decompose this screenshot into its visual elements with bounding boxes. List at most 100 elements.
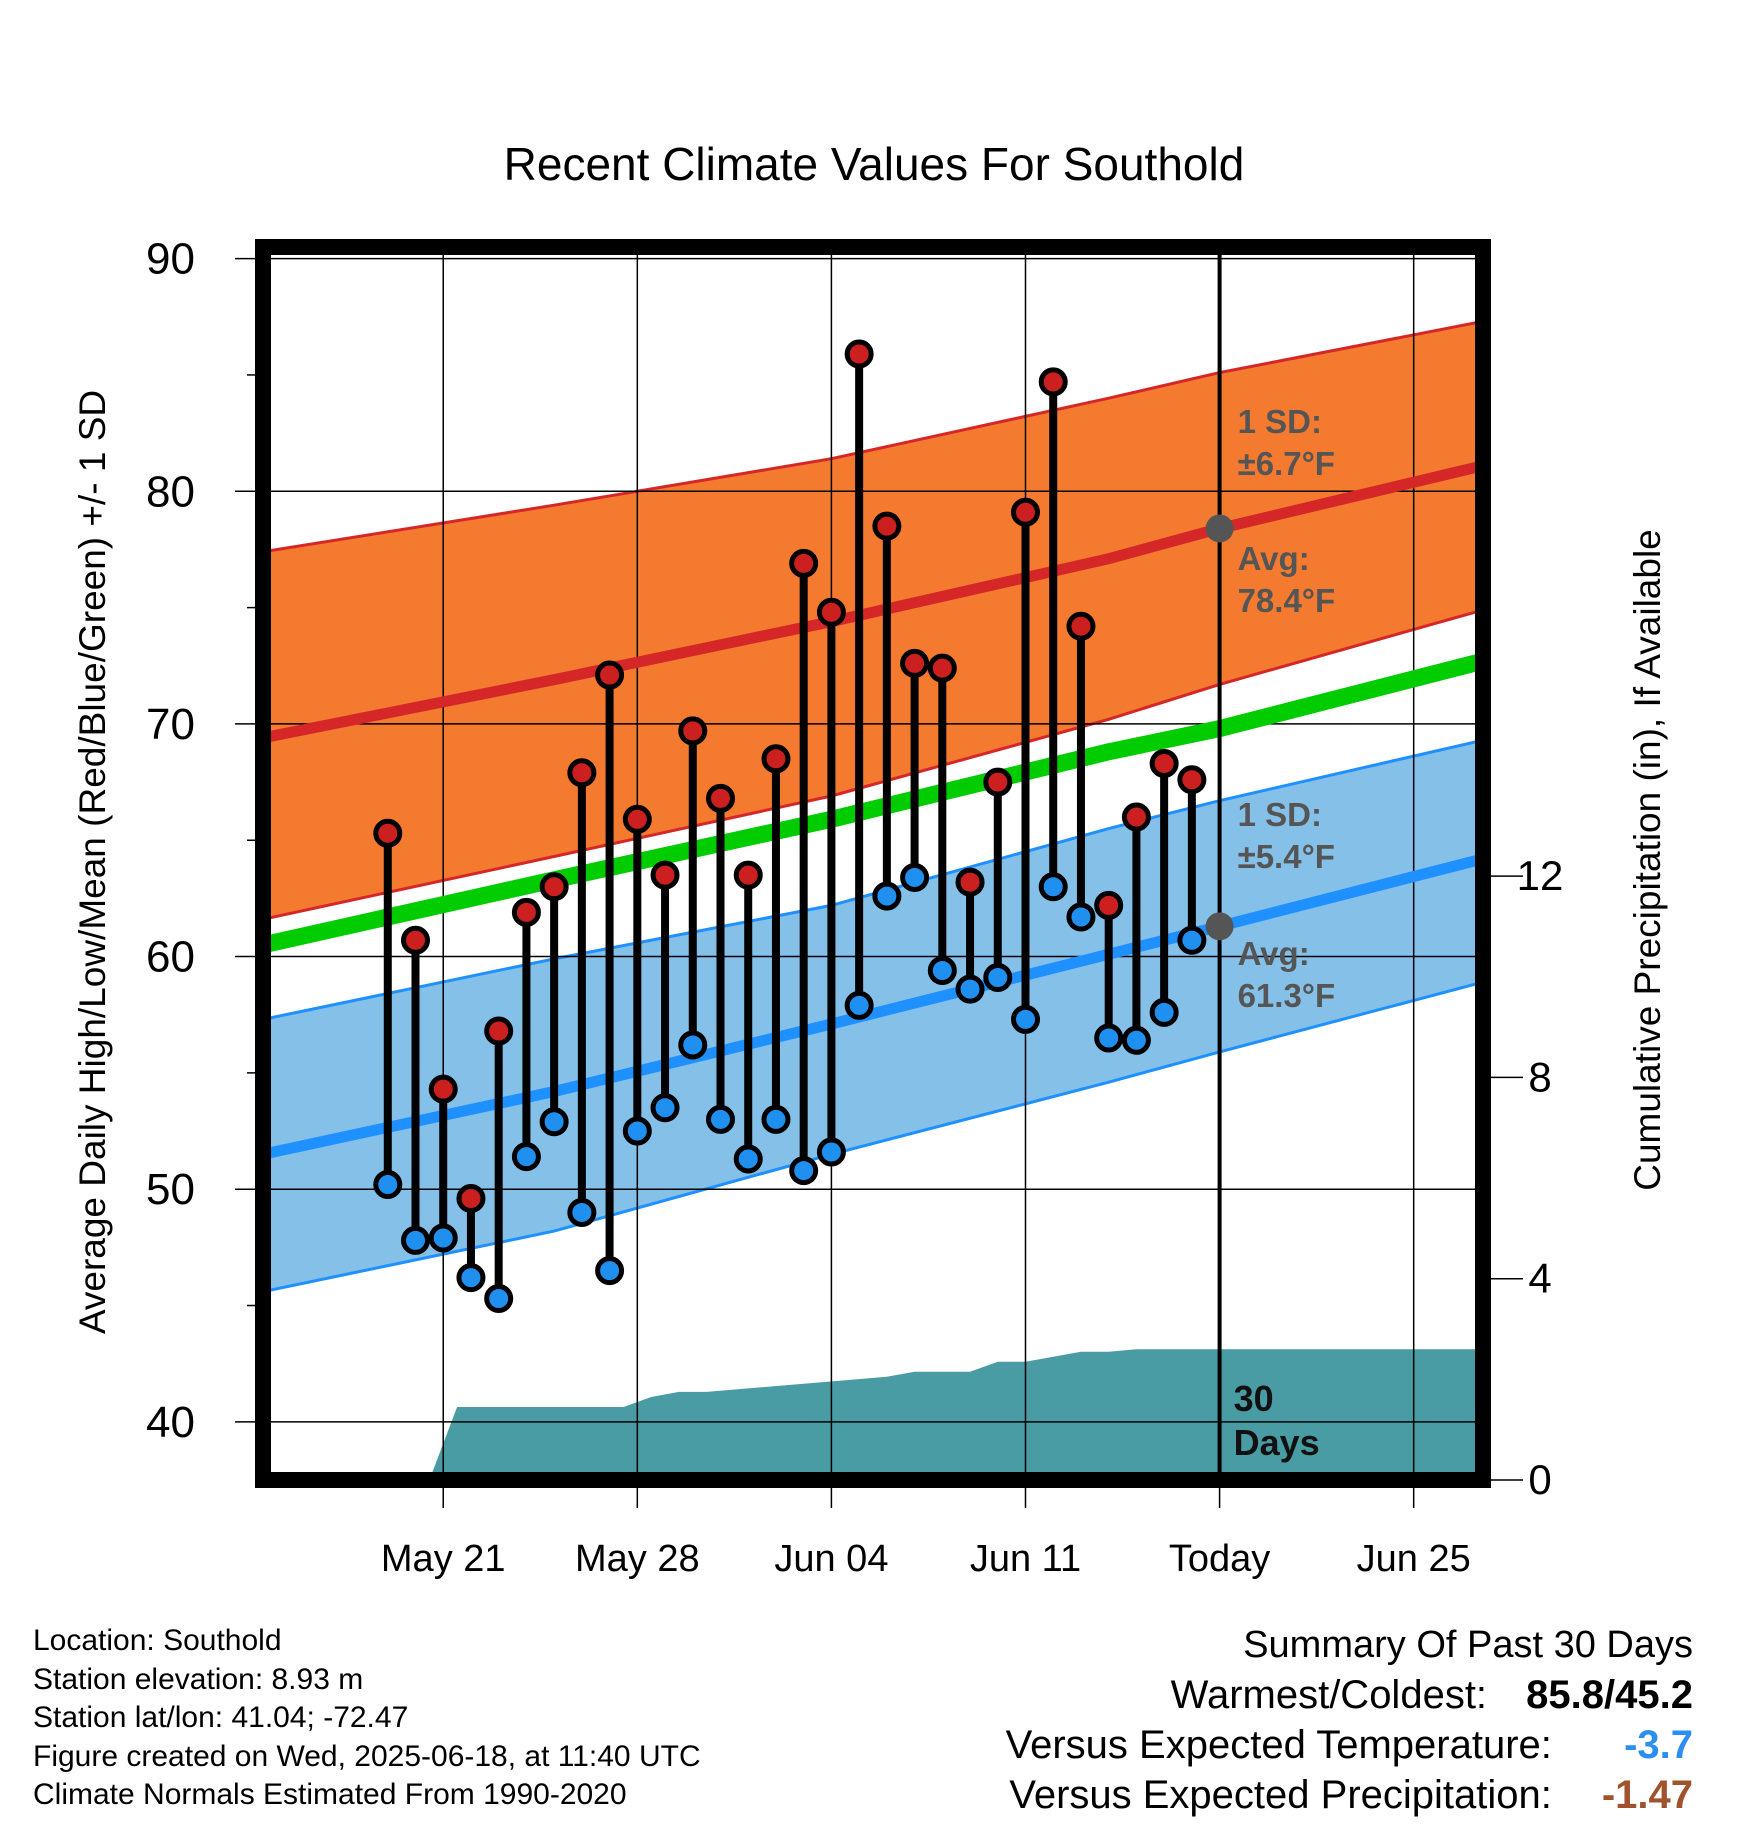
low-point	[1149, 997, 1179, 1027]
high-point	[983, 767, 1013, 797]
info-normals: Climate Normals Estimated From 1990-2020	[33, 1778, 627, 1811]
high-point	[539, 872, 569, 902]
high-point	[678, 716, 708, 746]
days-word-label: Days	[1234, 1422, 1320, 1463]
days-count-label: 30	[1234, 1378, 1274, 1419]
low-point	[1066, 902, 1096, 932]
y2-tick-label: 4	[1528, 1255, 1551, 1302]
temp-label: Versus Expected Temperature:	[1005, 1723, 1552, 1767]
summary-precip-row: Versus Expected Precipitation: -1.47	[1006, 1770, 1693, 1820]
y-tick-label: 50	[146, 1165, 195, 1214]
low-point	[955, 974, 985, 1004]
today-low-marker	[1205, 912, 1234, 941]
summary-panel: Summary Of Past 30 Days Warmest/Coldest:…	[1006, 1620, 1693, 1820]
low-point	[650, 1093, 680, 1123]
plot-frame	[255, 239, 1491, 1488]
low-upper-edge	[263, 738, 1483, 1021]
low-sd-label: 1 SD:	[1238, 796, 1322, 833]
y2-tick-label: 12	[1517, 852, 1564, 899]
low-point	[1177, 925, 1207, 955]
y-tick-label: 70	[146, 700, 195, 749]
info-latlon: Station lat/lon: 41.04; -72.47	[33, 1701, 409, 1734]
info-elevation: Station elevation: 8.93 m	[33, 1662, 364, 1696]
high-point	[511, 897, 541, 927]
low-sd-value: ±5.4°F	[1238, 838, 1335, 875]
low-point	[927, 956, 957, 986]
plot-area	[263, 247, 1483, 1480]
high-point	[650, 860, 680, 890]
high-point	[1121, 802, 1151, 832]
precip-label: Versus Expected Precipitation:	[1009, 1773, 1552, 1817]
high-point	[456, 1184, 486, 1214]
y-tick-label: 60	[146, 933, 195, 982]
high-point	[373, 818, 403, 848]
high-point	[1149, 748, 1179, 778]
high-point	[872, 511, 902, 541]
high-point	[1094, 890, 1124, 920]
low-avg-value: 61.3°F	[1238, 977, 1336, 1014]
summary-title: Summary Of Past 30 Days	[1243, 1624, 1693, 1666]
y2-axis-title: Cumulative Precipitation (in), If Availa…	[1627, 529, 1668, 1191]
station-info: Location: Southold Station elevation: 8.…	[33, 1622, 701, 1815]
high-point	[401, 925, 430, 955]
low-point	[456, 1263, 486, 1293]
high-point	[706, 783, 735, 813]
low-point	[539, 1107, 569, 1137]
high-point	[1038, 367, 1068, 397]
y-tick-label: 90	[146, 235, 195, 284]
y-axis-title: Average Daily High/Low/Mean (Red/Blue/Gr…	[72, 390, 113, 1334]
info-created: Figure created on Wed, 2025-06-18, at 11…	[33, 1739, 701, 1773]
high-point	[955, 867, 985, 897]
high-avg-label: Avg:	[1238, 540, 1310, 577]
temp-value: -3.7	[1624, 1723, 1693, 1767]
low-point	[872, 881, 902, 911]
low-point	[844, 990, 874, 1020]
warm-cold-value: 85.8/45.2	[1526, 1673, 1693, 1717]
low-point	[1038, 872, 1068, 902]
low-point	[1011, 1004, 1040, 1034]
high-point	[900, 648, 930, 678]
info-location: Location: Southold	[33, 1624, 282, 1657]
high-avg-value: 78.4°F	[1238, 582, 1336, 619]
summary-temp-row: Versus Expected Temperature: -3.7	[1006, 1720, 1693, 1770]
high-point	[484, 1016, 514, 1046]
mean-normal-line	[263, 652, 1483, 954]
low-point	[401, 1225, 430, 1255]
warm-cold-label: Warmest/Coldest:	[1170, 1673, 1488, 1717]
y-tick-label: 80	[146, 467, 195, 516]
low-point	[706, 1104, 735, 1134]
low-point	[373, 1170, 403, 1200]
high-point	[567, 758, 597, 788]
y2-tick-label: 0	[1528, 1456, 1551, 1503]
low-point	[789, 1156, 819, 1186]
low-point	[1121, 1025, 1151, 1055]
high-upper-edge	[263, 319, 1483, 554]
high-point	[1011, 497, 1040, 527]
high-point	[428, 1074, 458, 1104]
high-lower-edge	[263, 608, 1483, 921]
low-point	[733, 1144, 763, 1174]
today-high-marker	[1205, 514, 1234, 543]
summary-warm-cold-row: Warmest/Coldest: 85.8/45.2	[1006, 1670, 1693, 1720]
low-point	[622, 1116, 652, 1146]
low-point	[761, 1104, 791, 1134]
high-point	[927, 653, 957, 683]
x-tick-label: Jun 25	[1357, 1538, 1471, 1580]
high-point	[844, 339, 874, 369]
high-point	[1066, 611, 1096, 641]
high-normal-line	[263, 460, 1483, 744]
high-point	[1177, 765, 1207, 795]
low-point	[816, 1137, 846, 1167]
precip-area	[429, 1349, 1483, 1480]
low-point	[900, 862, 930, 892]
low-point	[484, 1284, 514, 1314]
low-point	[428, 1223, 458, 1253]
x-tick-label: Jun 04	[774, 1538, 888, 1580]
y-tick-label: 40	[146, 1398, 195, 1447]
high-point	[789, 548, 819, 578]
low-point	[678, 1030, 708, 1060]
chart-title: Recent Climate Values For Southold	[504, 138, 1245, 190]
high-point	[816, 597, 846, 627]
y2-tick-label: 8	[1528, 1053, 1551, 1100]
x-tick-label: May 21	[381, 1538, 506, 1580]
